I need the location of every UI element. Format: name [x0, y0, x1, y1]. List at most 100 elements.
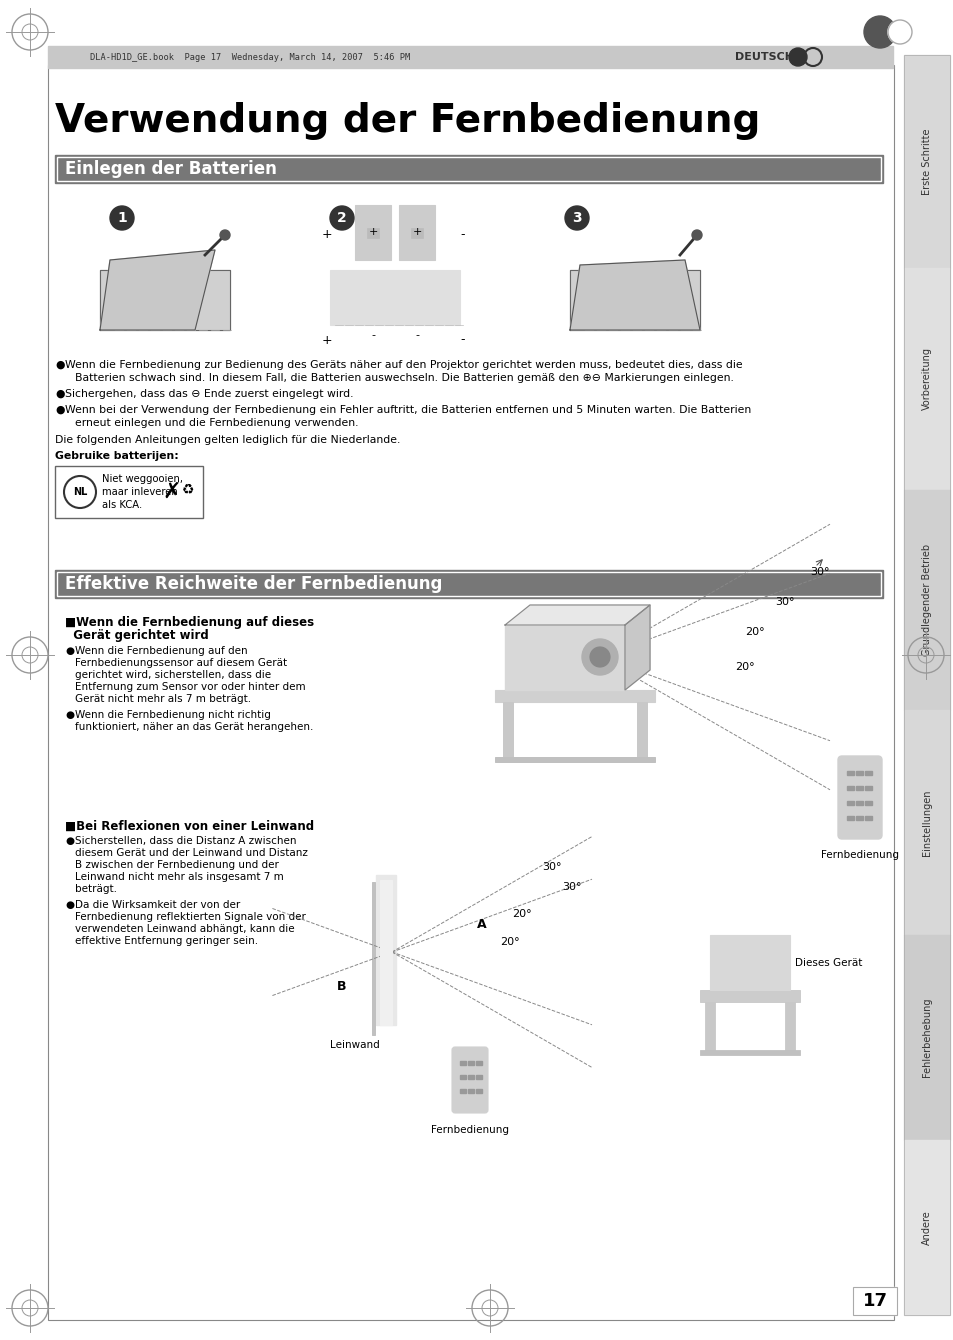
Bar: [704, 1002, 714, 1052]
Text: +: +: [412, 226, 421, 237]
Text: Niet weggooien,: Niet weggooien,: [102, 474, 183, 484]
Text: Leinwand nicht mehr als insgesamt 7 m: Leinwand nicht mehr als insgesamt 7 m: [75, 872, 283, 882]
Text: DLA-HD1D_GE.book  Page 17  Wednesday, March 14, 2007  5:46 PM: DLA-HD1D_GE.book Page 17 Wednesday, Marc…: [90, 52, 410, 62]
Bar: [398, 205, 435, 260]
Polygon shape: [504, 604, 649, 624]
Bar: [375, 875, 395, 1025]
Text: 3: 3: [572, 210, 581, 225]
Text: ♻: ♻: [182, 482, 194, 497]
Bar: [468, 1061, 474, 1065]
Bar: [855, 770, 862, 775]
Bar: [57, 157, 880, 181]
Text: ●: ●: [65, 836, 74, 846]
Text: Batterien schwach sind. In diesem Fall, die Batterien auswechseln. Die Batterien: Batterien schwach sind. In diesem Fall, …: [75, 373, 733, 383]
Bar: [855, 816, 862, 820]
Bar: [903, 710, 949, 935]
Text: 20°: 20°: [734, 662, 754, 671]
Bar: [852, 1286, 896, 1315]
Text: Da die Wirksamkeit der von der: Da die Wirksamkeit der von der: [75, 900, 240, 910]
Bar: [502, 702, 513, 757]
Polygon shape: [624, 604, 649, 690]
Text: effektive Entfernung geringer sein.: effektive Entfernung geringer sein.: [75, 937, 258, 946]
Text: ●: ●: [55, 389, 65, 399]
Bar: [48, 46, 892, 68]
Text: Einlegen der Batterien: Einlegen der Batterien: [65, 159, 276, 178]
Text: Leinwand: Leinwand: [330, 1040, 379, 1051]
Circle shape: [581, 639, 618, 675]
Bar: [855, 801, 862, 805]
Bar: [846, 801, 853, 805]
Text: Fernbedienungssensor auf diesem Gerät: Fernbedienungssensor auf diesem Gerät: [75, 658, 287, 669]
Text: ●: ●: [55, 360, 65, 370]
Bar: [476, 1089, 481, 1093]
Bar: [846, 770, 853, 775]
Text: 1: 1: [117, 210, 127, 225]
Text: ●: ●: [65, 646, 74, 657]
Text: DEUTSCH: DEUTSCH: [734, 52, 793, 62]
Text: +: +: [321, 229, 332, 241]
Text: A: A: [476, 918, 486, 930]
Text: ✗: ✗: [163, 482, 181, 502]
Text: Gebruike batterijen:: Gebruike batterijen:: [55, 452, 178, 461]
Bar: [846, 816, 853, 820]
Text: Einstellungen: Einstellungen: [921, 789, 931, 856]
Bar: [855, 787, 862, 791]
Text: Wenn bei der Verwendung der Fernbedienung ein Fehler auftritt, die Batterien ent: Wenn bei der Verwendung der Fernbedienun…: [65, 405, 750, 415]
Circle shape: [863, 16, 895, 48]
Bar: [504, 624, 624, 690]
Bar: [372, 882, 375, 1034]
Bar: [459, 1075, 465, 1079]
Bar: [48, 66, 893, 1320]
Circle shape: [110, 206, 133, 230]
Bar: [903, 935, 949, 1140]
Text: Vorbereitung: Vorbereitung: [921, 347, 931, 410]
Text: als KCA.: als KCA.: [102, 500, 142, 511]
Text: Die folgenden Anleitungen gelten lediglich für die Niederlande.: Die folgenden Anleitungen gelten ledigli…: [55, 436, 400, 445]
Text: Andere: Andere: [921, 1210, 931, 1245]
Text: 20°: 20°: [512, 909, 531, 919]
Bar: [784, 1002, 794, 1052]
Text: B: B: [336, 981, 346, 993]
Text: funktioniert, näher an das Gerät herangehen.: funktioniert, näher an das Gerät herange…: [75, 722, 313, 732]
Text: diesem Gerät und der Leinwand und Distanz: diesem Gerät und der Leinwand und Distan…: [75, 848, 308, 858]
Text: 20°: 20°: [499, 937, 519, 947]
Polygon shape: [569, 260, 700, 330]
Bar: [864, 787, 871, 791]
Bar: [367, 228, 378, 239]
Text: ●: ●: [55, 405, 65, 415]
Text: Effektive Reichweite der Fernbedienung: Effektive Reichweite der Fernbedienung: [65, 575, 442, 594]
FancyBboxPatch shape: [837, 756, 882, 839]
Bar: [468, 1089, 474, 1093]
Text: Sicherstellen, dass die Distanz A zwischen: Sicherstellen, dass die Distanz A zwisch…: [75, 836, 296, 846]
Text: +: +: [368, 226, 377, 237]
Text: Gerät gerichtet wird: Gerät gerichtet wird: [65, 628, 209, 642]
Bar: [903, 490, 949, 710]
Text: Entfernung zum Sensor vor oder hinter dem: Entfernung zum Sensor vor oder hinter de…: [75, 682, 305, 691]
Bar: [495, 757, 655, 762]
Bar: [852, 1286, 896, 1315]
Polygon shape: [100, 251, 214, 330]
Circle shape: [330, 206, 354, 230]
Text: Fernbedienung reflektierten Signale von der: Fernbedienung reflektierten Signale von …: [75, 913, 306, 922]
Text: Erste Schritte: Erste Schritte: [921, 129, 931, 194]
Text: verwendeten Leinwand abhängt, kann die: verwendeten Leinwand abhängt, kann die: [75, 925, 294, 934]
FancyBboxPatch shape: [452, 1047, 488, 1114]
Text: maar inleveren: maar inleveren: [102, 486, 177, 497]
Text: -: -: [415, 330, 418, 340]
Text: -: -: [371, 330, 375, 340]
Text: 2: 2: [336, 210, 347, 225]
Bar: [476, 1061, 481, 1065]
Bar: [459, 1061, 465, 1065]
Bar: [864, 770, 871, 775]
Text: -: -: [460, 229, 465, 241]
Text: ●: ●: [65, 900, 74, 910]
Bar: [495, 690, 655, 702]
Text: ●: ●: [65, 710, 74, 720]
Circle shape: [564, 206, 588, 230]
Text: 17: 17: [862, 1292, 886, 1311]
Bar: [411, 228, 422, 239]
Circle shape: [887, 20, 911, 44]
Bar: [709, 935, 789, 990]
Text: Dieses Gerät: Dieses Gerät: [794, 958, 862, 967]
Text: 30°: 30°: [774, 598, 794, 607]
